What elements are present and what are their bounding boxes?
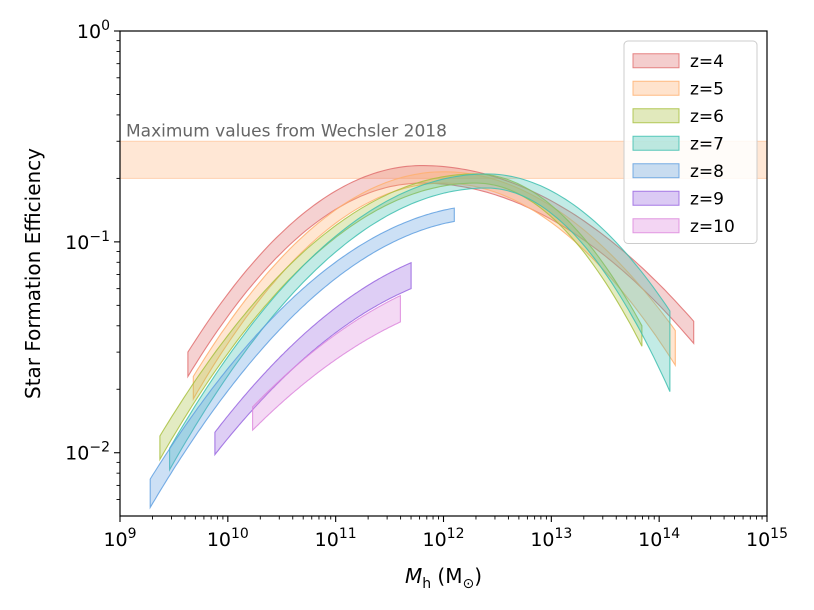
series-bands [149,165,695,510]
x-axis-title-sun-symbol: ⊙ [463,576,475,592]
band-z-9 [214,261,412,457]
x-axis-title: Mh (M⊙) [405,564,482,592]
band-z-10 [252,294,401,432]
x-tick-exponent: 15 [770,526,788,542]
y-tick-exponent: −2 [89,440,110,456]
x-tick-base: 10 [530,529,554,551]
reference-band-label: Maximum values from Wechsler 2018 [126,121,447,141]
x-axis-title-unit-open: (M [431,564,462,588]
legend-box [623,40,758,244]
legend-swatch-z-4 [632,53,680,69]
legend-swatch-z-6 [632,108,680,124]
band-z-7 [169,173,671,472]
x-tick-base: 10 [103,529,127,551]
x-tick-base: 10 [638,529,662,551]
x-tick-base: 10 [207,529,231,551]
y-tick-base: 10 [77,21,101,43]
legend-label-z-5: z=5 [690,79,724,99]
legend-label-z-8: z=8 [690,162,724,182]
y-tick-label: 100 [77,18,110,43]
x-tick-exponent: 12 [447,526,465,542]
legend-swatch-z-7 [632,135,680,151]
x-axis-title-subscript: h [422,576,431,592]
legend-swatch-z-5 [632,80,680,96]
x-tick-exponent: 9 [128,526,137,542]
x-axis-title-symbol: M [405,564,422,588]
x-axis-title-unit-close: ) [474,564,482,588]
band-z-8 [149,207,455,510]
x-tick-exponent: 10 [231,526,249,542]
y-tick-label: 10−1 [65,229,110,254]
legend-label-z-10: z=10 [690,217,735,237]
x-tick-label: 1013 [530,526,572,551]
legend-label-z-7: z=7 [690,134,724,154]
legend-label-z-9: z=9 [690,189,724,209]
x-tick-label: 1012 [422,526,464,551]
y-tick-label: 10−2 [65,440,110,465]
legend-label-z-4: z=4 [690,52,724,72]
x-tick-label: 1015 [746,526,788,551]
legend: z=4 z=5 z=6 z=7 z=8 z=9 z=10 [623,40,758,244]
x-tick-label: 109 [103,526,136,551]
x-tick-exponent: 14 [662,526,680,542]
legend-label-z-6: z=6 [690,107,724,127]
y-tick-base: 10 [65,443,89,465]
y-axis-title: Star Formation Efficiency [21,148,45,399]
x-tick-label: 1010 [207,526,249,551]
legend-swatch-z-8 [632,163,680,179]
x-tick-base: 10 [422,529,446,551]
band-z-5 [192,171,676,401]
x-tick-base: 10 [746,529,770,551]
y-tick-base: 10 [65,232,89,254]
band-z-4 [187,165,695,379]
legend-swatch-z-10 [632,218,680,234]
y-tick-exponent: −1 [89,229,110,245]
x-tick-exponent: 11 [339,526,357,542]
y-tick-exponent: 0 [101,18,110,34]
x-tick-exponent: 13 [555,526,573,542]
x-tick-base: 10 [315,529,339,551]
x-tick-label: 1014 [638,526,680,551]
x-tick-label: 1011 [315,526,357,551]
legend-swatch-z-9 [632,190,680,206]
